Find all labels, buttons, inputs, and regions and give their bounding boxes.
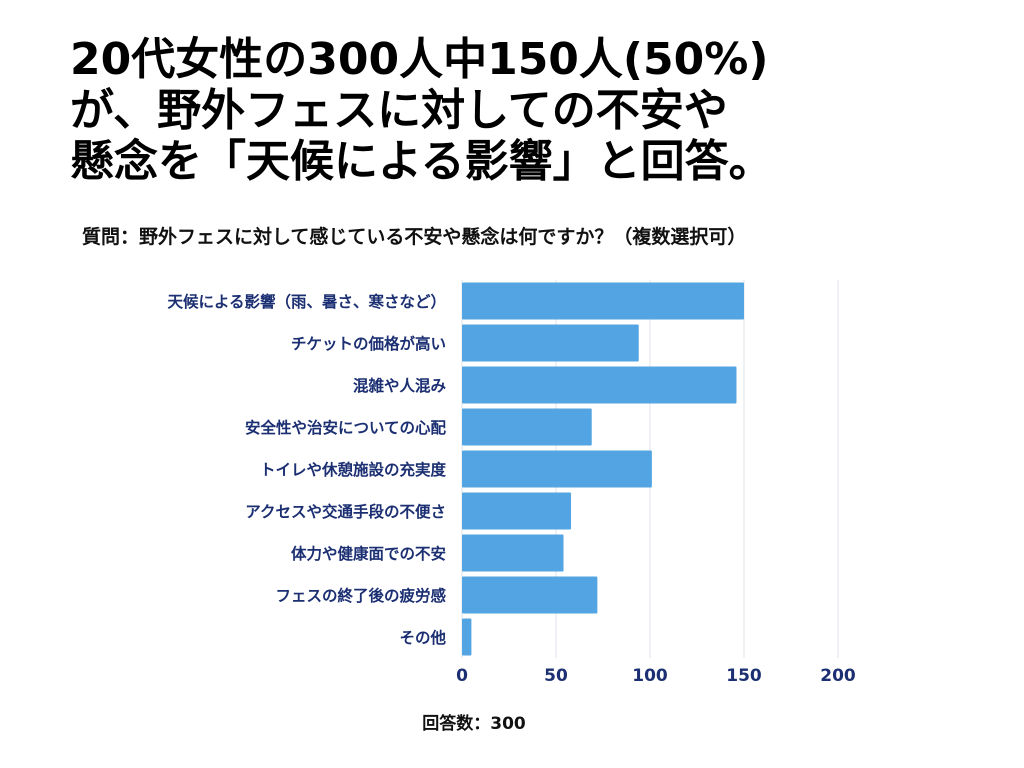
x-tick-label: 50	[544, 666, 568, 686]
headline-line-3: 懸念を「天候による影響」と回答。	[70, 136, 773, 187]
bar	[462, 324, 639, 362]
survey-question: 質問：野外フェスに対して感じている不安や懸念は何ですか？（複数選択可）	[82, 226, 747, 248]
category-label: トイレや休憩施設の充実度	[260, 460, 447, 479]
category-label: 天候による影響（雨、暑さ、寒さなど）	[167, 292, 446, 311]
x-tick-label: 200	[820, 666, 856, 686]
x-tick-label: 100	[632, 666, 668, 686]
category-label: チケットの価格が高い	[291, 334, 446, 353]
category-label: 安全性や治安についての心配	[245, 418, 447, 437]
bar	[462, 534, 564, 572]
bar	[462, 576, 598, 614]
category-label: その他	[399, 628, 446, 647]
category-label: フェスの終了後の疲労感	[275, 586, 446, 605]
category-labels: 天候による影響（雨、暑さ、寒さなど） チケットの価格が高い混雑や人混み安全性や治安…	[167, 292, 446, 647]
bar	[462, 450, 652, 488]
category-label: 体力や健康面での不安	[291, 544, 446, 563]
headline: 20代女性の300人中150人(50%) が、野外フェスに対しての不安や 懸念を…	[70, 34, 970, 187]
bars	[462, 282, 744, 656]
category-label: アクセスや交通手段の不便さ	[245, 502, 446, 521]
bar	[462, 492, 572, 530]
bar	[462, 618, 472, 656]
bar	[462, 282, 744, 320]
x-tick-label: 0	[456, 666, 468, 686]
headline-line-2: が、野外フェスに対しての不安や	[70, 85, 728, 136]
x-tick-label: 150	[726, 666, 762, 686]
x-axis-ticks: 0 50 100 150 200	[456, 666, 856, 686]
headline-line-1: 20代女性の300人中150人(50%)	[70, 34, 769, 85]
response-count: 回答数：300	[422, 714, 526, 734]
category-label: 混雑や人混み	[353, 376, 447, 395]
bar	[462, 366, 737, 404]
bar	[462, 408, 592, 446]
